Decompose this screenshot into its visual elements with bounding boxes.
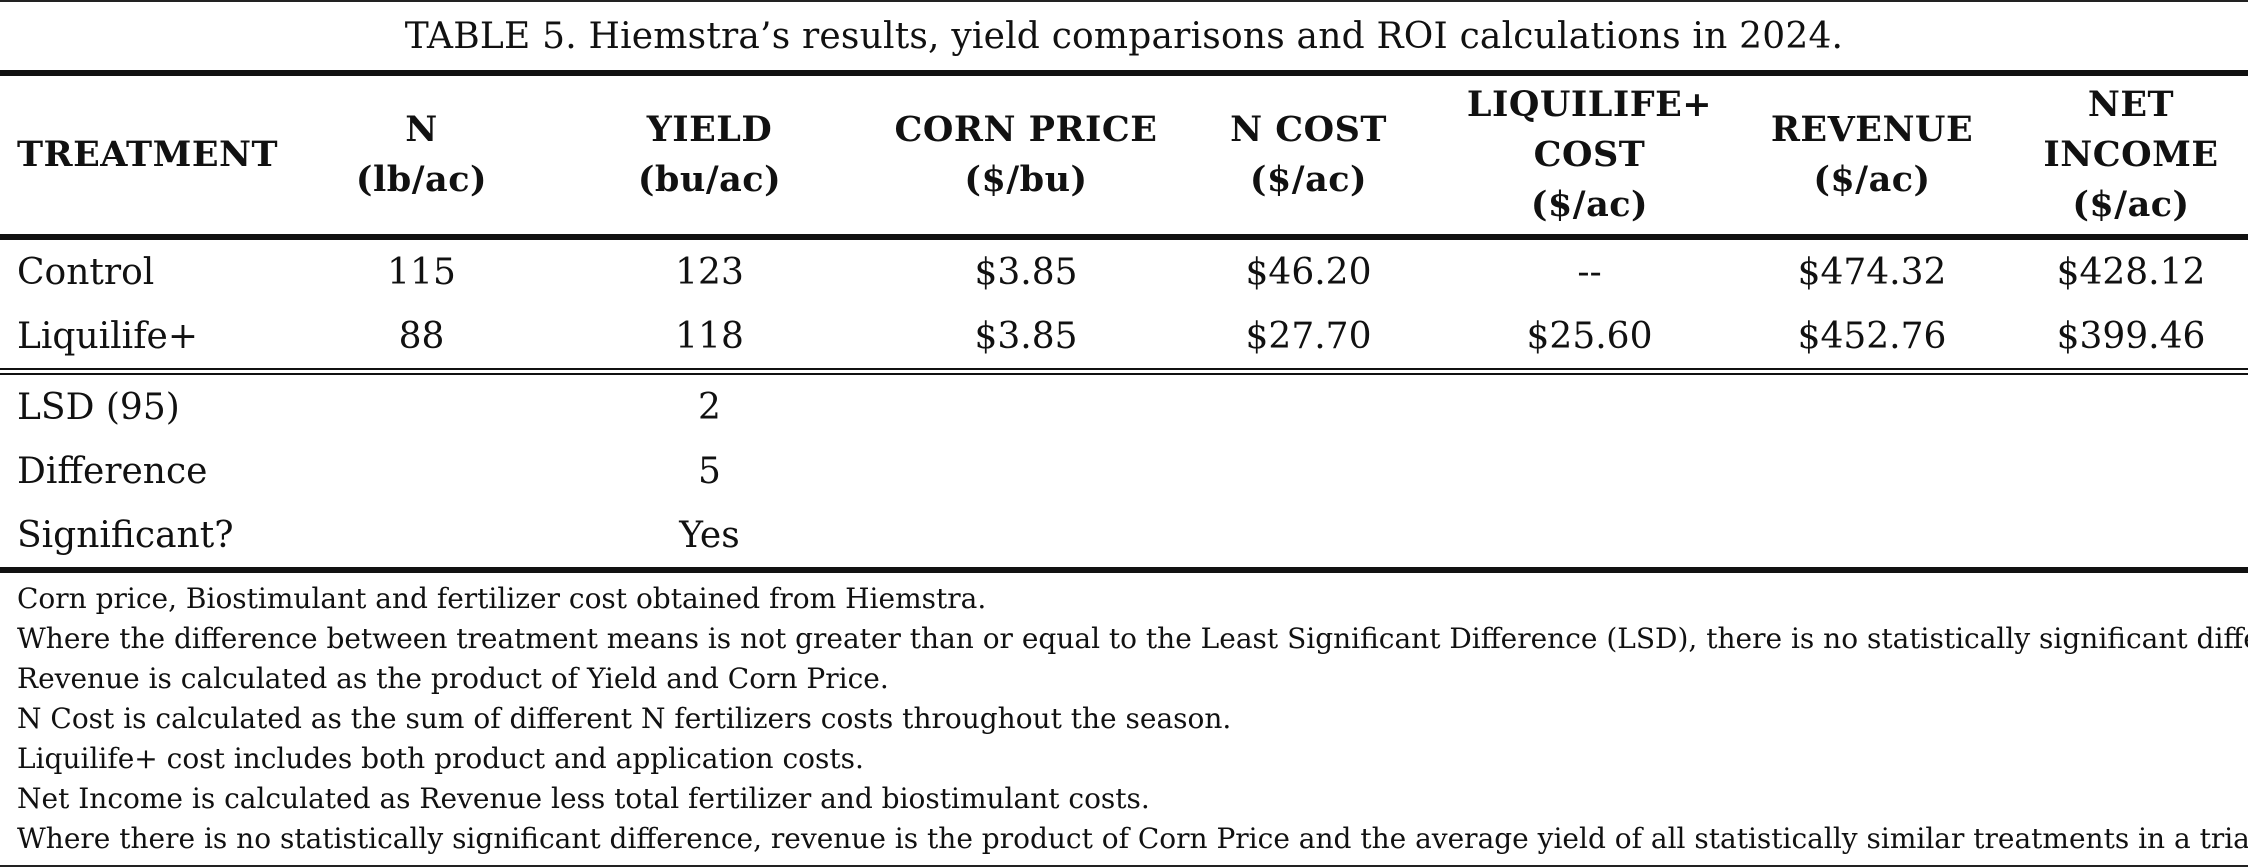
cell-n: 88 — [398, 315, 445, 357]
footnote: Where the difference between treatment m… — [17, 622, 2248, 655]
column-header-corn-price: CORN PRICE ($/bu) — [894, 109, 1158, 200]
footnote: Revenue is calculated as the product of … — [17, 662, 889, 695]
cell-revenue: $474.32 — [1797, 251, 1947, 293]
column-header-treatment: TREATMENT — [17, 134, 279, 175]
cell-n: 115 — [387, 251, 456, 293]
cell-corn-price: $3.85 — [974, 251, 1078, 293]
footnote: N Cost is calculated as the sum of diffe… — [17, 702, 1232, 735]
footnote: Where there is no statistically signific… — [17, 822, 2248, 855]
column-header-revenue: REVENUE ($/ac) — [1770, 109, 1974, 200]
stat-row-difference: Difference 5 — [0, 439, 2248, 503]
footnote: Net Income is calculated as Revenue less… — [17, 782, 1150, 815]
column-header-net-income: NET INCOME ($/ac) — [2043, 84, 2219, 225]
cell-liquilife-cost: -- — [1577, 251, 1602, 293]
header-top-rule — [0, 70, 2248, 76]
cell-n-cost: $27.70 — [1245, 315, 1372, 357]
cell-corn-price: $3.85 — [974, 315, 1078, 357]
table-footnotes: Corn price, Biostimulant and fertilizer … — [0, 573, 2248, 865]
footnote: Corn price, Biostimulant and fertilizer … — [17, 582, 987, 615]
stats-double-rule — [0, 368, 2248, 375]
stat-label: LSD (95) — [17, 386, 180, 428]
cell-treatment: Control — [17, 251, 155, 293]
stat-row-significant: Significant? Yes — [0, 503, 2248, 567]
column-header-yield: YIELD (bu/ac) — [637, 109, 782, 200]
cell-liquilife-cost: $25.60 — [1526, 315, 1653, 357]
stat-value: Yes — [679, 514, 740, 556]
column-header-n-cost: N COST ($/ac) — [1230, 109, 1387, 200]
footnote: Liquilife+ cost includes both product an… — [17, 742, 864, 775]
cell-yield: 118 — [675, 315, 744, 357]
header-bottom-rule — [0, 234, 2248, 240]
stat-label: Difference — [17, 450, 208, 492]
cell-revenue: $452.76 — [1797, 315, 1947, 357]
cell-yield: 123 — [675, 251, 744, 293]
table-title: TABLE 5. Hiemstra’s results, yield compa… — [0, 0, 2248, 70]
stat-label: Significant? — [17, 514, 234, 556]
cell-n-cost: $46.20 — [1245, 251, 1372, 293]
table-row-liquilife: Liquilife+ 88 118 $3.85 $27.70 $25.60 $4… — [0, 304, 2248, 368]
column-header-n: N (lb/ac) — [355, 109, 488, 200]
stat-value: 5 — [698, 450, 721, 492]
column-header-liquilife-cost: LIQUILIFE+ COST ($/ac) — [1466, 84, 1713, 225]
stat-value: 2 — [698, 386, 721, 428]
cell-net-income: $428.12 — [2056, 251, 2206, 293]
cell-net-income: $399.46 — [2056, 315, 2206, 357]
cell-treatment: Liquilife+ — [17, 315, 198, 357]
table-header-row: TREATMENT N (lb/ac) YIELD (bu/ac) CORN P… — [0, 76, 2248, 234]
stat-row-lsd: LSD (95) 2 — [0, 375, 2248, 439]
table-row-control: Control 115 123 $3.85 $46.20 -- $474.32 … — [0, 240, 2248, 304]
notes-top-rule — [0, 567, 2248, 573]
